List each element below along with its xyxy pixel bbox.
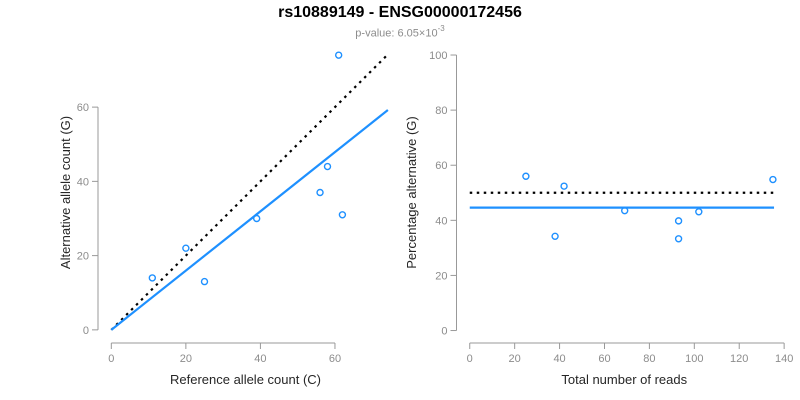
data-point <box>316 188 324 197</box>
y-axis-title: Percentage alternative (G) <box>404 116 419 268</box>
y-tick-label: 0 <box>83 325 89 337</box>
data-point <box>674 235 683 243</box>
data-point <box>695 208 703 216</box>
regression-line <box>110 109 389 331</box>
x-axis-title: Total number of reads <box>561 372 687 387</box>
data-point <box>769 175 777 184</box>
y-tick-label: 0 <box>441 326 447 338</box>
y-tick-label: 100 <box>429 50 447 62</box>
data-point <box>334 51 343 59</box>
data-point <box>182 244 190 252</box>
x-tick-label: 80 <box>643 353 655 365</box>
p-value-subtitle: p-value: 6.05×10-3 <box>0 23 800 41</box>
data-point <box>551 232 559 241</box>
y-axis-title: Alternative allele count (G) <box>58 116 73 269</box>
data-point <box>522 172 530 180</box>
x-tick-label: 60 <box>598 353 610 365</box>
x-tick-label: 100 <box>685 353 703 365</box>
page-title: rs10889149 - ENSG00000172456 <box>278 4 522 21</box>
x-tick-label: 0 <box>108 353 114 365</box>
x-tick-label: 20 <box>509 353 521 365</box>
x-tick-label: 20 <box>180 353 192 365</box>
y-tick-label: 80 <box>435 105 447 117</box>
chart-allele-counts: 0 20 40 60 0 20 40 60 Reference allele count (C)… <box>58 51 389 387</box>
data-point <box>620 206 629 215</box>
plot-header: rs10889149 - ENSG00000172456 p-value: 6.… <box>0 4 800 41</box>
data-point <box>323 162 332 171</box>
x-tick-label: 40 <box>254 353 266 365</box>
chart-percentage-vs-reads: 0 20 40 60 80 100 120 140 0 20 40 60 80 100 Total numb… <box>404 50 793 387</box>
data-point <box>674 217 683 225</box>
y-axis <box>92 106 99 331</box>
y-tick-label: 40 <box>435 215 447 227</box>
y-tick-label: 40 <box>77 176 89 188</box>
identity-line <box>110 53 389 331</box>
y-tick-label: 20 <box>77 251 89 263</box>
subtitle-exponent: -3 <box>437 24 445 33</box>
data-point <box>252 214 261 223</box>
y-axis <box>450 54 457 332</box>
data-points <box>148 51 347 286</box>
subtitle-text: p-value: 6.05×10 <box>355 27 438 40</box>
y-tick-label: 60 <box>77 102 89 114</box>
data-point <box>560 182 568 190</box>
x-axis-title: Reference allele count (C) <box>170 372 321 387</box>
y-tick-label: 20 <box>435 270 447 282</box>
data-points <box>522 172 777 243</box>
x-tick-label: 0 <box>467 353 473 365</box>
y-tick-label: 60 <box>435 160 447 172</box>
x-axis <box>110 342 336 349</box>
data-point <box>338 211 347 219</box>
data-point <box>200 277 209 286</box>
x-tick-label: 60 <box>329 353 341 365</box>
x-tick-label: 120 <box>730 353 748 365</box>
x-axis <box>469 342 785 349</box>
x-tick-label: 40 <box>553 353 565 365</box>
x-tick-label: 140 <box>775 353 793 365</box>
data-point <box>148 274 157 282</box>
